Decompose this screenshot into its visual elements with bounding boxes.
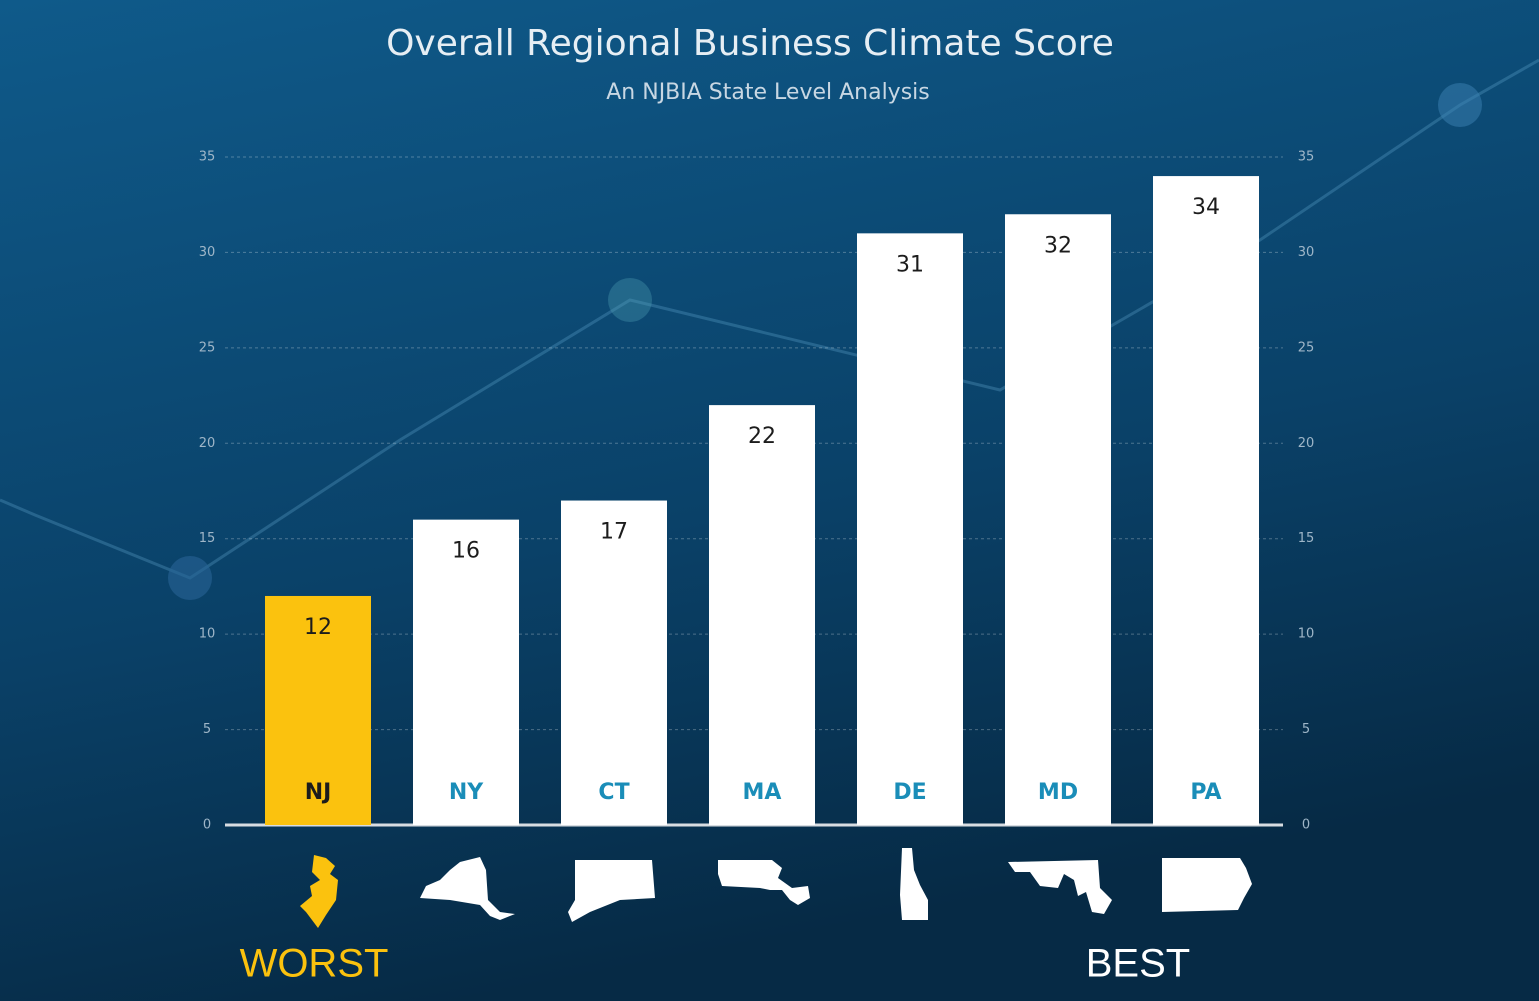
y2-tick-label: 25 xyxy=(1298,340,1315,355)
value-label: 34 xyxy=(1192,195,1220,220)
value-label: 32 xyxy=(1044,233,1072,258)
nj-icon xyxy=(300,855,338,928)
y2-tick-label: 30 xyxy=(1298,245,1315,260)
decor-line xyxy=(0,58,1539,580)
decor-dot xyxy=(608,278,652,322)
category-label: MD xyxy=(1038,780,1078,805)
category-label: DE xyxy=(893,780,926,805)
y-tick-label: 30 xyxy=(199,245,216,260)
category-label: NJ xyxy=(305,780,332,805)
y2-tick-label: 15 xyxy=(1298,531,1315,546)
category-label: MA xyxy=(743,780,782,805)
bar xyxy=(709,405,815,825)
bar xyxy=(1005,214,1111,825)
ma-icon xyxy=(718,860,810,905)
chart-title: Overall Regional Business Climate Score xyxy=(386,23,1114,64)
ct-icon xyxy=(568,860,655,922)
category-label: NY xyxy=(449,780,484,805)
chart-subtitle: An NJBIA State Level Analysis xyxy=(606,80,930,105)
value-label: 22 xyxy=(748,424,776,449)
y-tick-label: 5 xyxy=(203,722,211,737)
y-tick-label: 35 xyxy=(199,150,216,165)
category-label: CT xyxy=(598,780,629,805)
value-label: 12 xyxy=(304,615,332,640)
annotation: WORST xyxy=(240,942,389,986)
y-tick-label: 10 xyxy=(199,627,216,642)
decor-dot xyxy=(168,556,212,600)
y-tick-label: 25 xyxy=(199,340,216,355)
bar xyxy=(265,595,371,825)
y2-tick-label: 5 xyxy=(1302,722,1310,737)
bar xyxy=(1153,176,1259,826)
y2-tick-label: 20 xyxy=(1298,436,1315,451)
bar xyxy=(857,233,963,826)
bar xyxy=(413,519,519,825)
y-tick-label: 0 xyxy=(203,818,211,833)
value-label: 17 xyxy=(600,520,628,545)
y-tick-label: 20 xyxy=(199,436,216,451)
de-icon xyxy=(900,848,928,920)
state-icons xyxy=(300,848,1252,928)
ny-icon xyxy=(420,857,515,920)
category-label: PA xyxy=(1190,780,1221,805)
decor-dot xyxy=(1438,83,1482,127)
pa-icon xyxy=(1162,858,1252,912)
y2-tick-label: 35 xyxy=(1298,150,1315,165)
bar xyxy=(561,500,667,825)
y2-tick-label: 10 xyxy=(1298,627,1315,642)
md-icon xyxy=(1008,860,1112,914)
y2-tick-label: 0 xyxy=(1302,818,1310,833)
value-label: 31 xyxy=(896,252,924,277)
y-tick-label: 15 xyxy=(199,531,216,546)
value-label: 16 xyxy=(452,539,480,564)
annotation: BEST xyxy=(1086,942,1190,986)
